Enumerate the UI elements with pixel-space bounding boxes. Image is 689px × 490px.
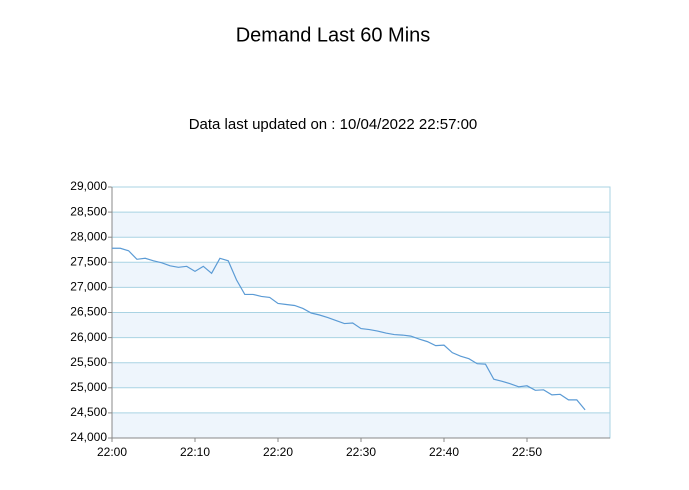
y-tick-label: 25,500 [70, 355, 107, 369]
grid-band [112, 212, 610, 238]
x-tick-label: 22:40 [429, 445, 459, 459]
y-tick-label: 29,000 [70, 179, 107, 193]
x-tick-label: 22:30 [346, 445, 376, 459]
grid-band [112, 362, 610, 388]
x-tick-label: 22:00 [97, 445, 127, 459]
grid-band [112, 262, 610, 288]
line-series [112, 247, 586, 411]
y-tick-label: 28,000 [70, 229, 107, 243]
y-tick-label: 28,500 [70, 204, 107, 218]
chart-title: Demand Last 60 Mins [236, 24, 431, 46]
x-tick-label: 22:50 [512, 445, 542, 459]
y-tick-label: 27,000 [70, 280, 107, 294]
y-tick-label: 26,500 [70, 305, 107, 319]
y-tick-label: 25,000 [70, 380, 107, 394]
y-tick-label: 24,000 [70, 430, 107, 444]
x-tick-label: 22:10 [180, 445, 210, 459]
grid-band [112, 412, 610, 438]
grid-band [112, 312, 610, 338]
y-tick-label: 24,500 [70, 405, 107, 419]
chart-subtitle: Data last updated on : 10/04/2022 22:57:… [189, 116, 478, 133]
y-tick-label: 26,000 [70, 330, 107, 344]
y-tick-label: 27,500 [70, 254, 107, 268]
x-tick-label: 22:20 [263, 445, 293, 459]
